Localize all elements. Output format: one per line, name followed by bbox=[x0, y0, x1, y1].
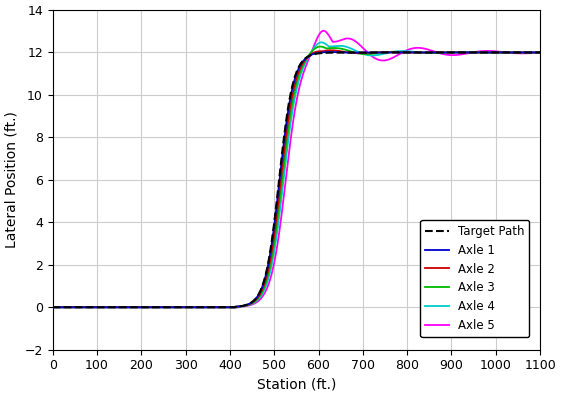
Axle 2 bbox=[476, 50, 483, 55]
Axle 3 bbox=[146, 305, 153, 310]
Axle 1 bbox=[49, 305, 56, 310]
Axle 5 bbox=[476, 49, 483, 54]
Axle 2 bbox=[72, 305, 79, 310]
Legend: Target Path, Axle 1, Axle 2, Axle 3, Axle 4, Axle 5: Target Path, Axle 1, Axle 2, Axle 3, Axl… bbox=[420, 220, 530, 337]
Axle 3 bbox=[72, 305, 79, 310]
Axle 3 bbox=[196, 305, 203, 310]
Axle 1 bbox=[476, 50, 483, 55]
Axle 2 bbox=[196, 305, 203, 310]
Axle 4 bbox=[243, 303, 250, 308]
Axle 1 bbox=[72, 305, 79, 310]
Axle 4 bbox=[476, 50, 483, 55]
Line: Target Path: Target Path bbox=[53, 52, 540, 307]
Axle 5 bbox=[537, 50, 544, 55]
Line: Axle 5: Axle 5 bbox=[53, 31, 540, 307]
Axle 3 bbox=[317, 44, 324, 49]
Axle 5 bbox=[486, 48, 493, 53]
Axle 4 bbox=[537, 50, 544, 55]
Axle 2 bbox=[243, 303, 250, 308]
Axle 5 bbox=[196, 305, 203, 310]
Axle 5 bbox=[49, 305, 56, 310]
Target Path bbox=[49, 305, 56, 310]
Line: Axle 4: Axle 4 bbox=[53, 42, 540, 307]
Target Path bbox=[537, 50, 544, 55]
Target Path bbox=[72, 305, 79, 310]
Axle 3 bbox=[537, 50, 544, 55]
Axle 3 bbox=[243, 303, 250, 308]
Axle 1 bbox=[537, 50, 544, 55]
Axle 3 bbox=[476, 50, 483, 55]
Axle 5 bbox=[320, 28, 327, 33]
Axle 4 bbox=[486, 50, 493, 55]
Line: Axle 3: Axle 3 bbox=[53, 46, 540, 307]
Axle 2 bbox=[537, 50, 544, 55]
Axle 5 bbox=[72, 305, 79, 310]
Axle 5 bbox=[243, 304, 250, 308]
Line: Axle 1: Axle 1 bbox=[53, 52, 540, 307]
Axle 4 bbox=[196, 305, 203, 310]
Axle 2 bbox=[49, 305, 56, 310]
Axle 4 bbox=[49, 305, 56, 310]
Axle 3 bbox=[486, 50, 493, 55]
Target Path bbox=[476, 50, 483, 55]
Line: Axle 2: Axle 2 bbox=[53, 50, 540, 307]
Axle 4 bbox=[318, 40, 325, 45]
Target Path bbox=[243, 303, 250, 307]
Axle 3 bbox=[49, 305, 56, 310]
Target Path bbox=[486, 50, 493, 55]
Axle 4 bbox=[72, 305, 79, 310]
Axle 5 bbox=[146, 305, 153, 310]
Axle 1 bbox=[146, 305, 153, 310]
Axle 1 bbox=[486, 50, 493, 55]
Axle 2 bbox=[146, 305, 153, 310]
Target Path bbox=[196, 305, 203, 310]
Y-axis label: Lateral Position (ft.): Lateral Position (ft.) bbox=[5, 112, 19, 248]
Axle 4 bbox=[146, 305, 153, 310]
Axle 1 bbox=[196, 305, 203, 310]
Axle 2 bbox=[486, 50, 493, 55]
Axle 1 bbox=[327, 50, 333, 54]
Axle 1 bbox=[243, 303, 250, 307]
Target Path bbox=[533, 50, 540, 55]
X-axis label: Station (ft.): Station (ft.) bbox=[257, 378, 336, 392]
Target Path bbox=[146, 305, 153, 310]
Axle 2 bbox=[328, 48, 334, 53]
